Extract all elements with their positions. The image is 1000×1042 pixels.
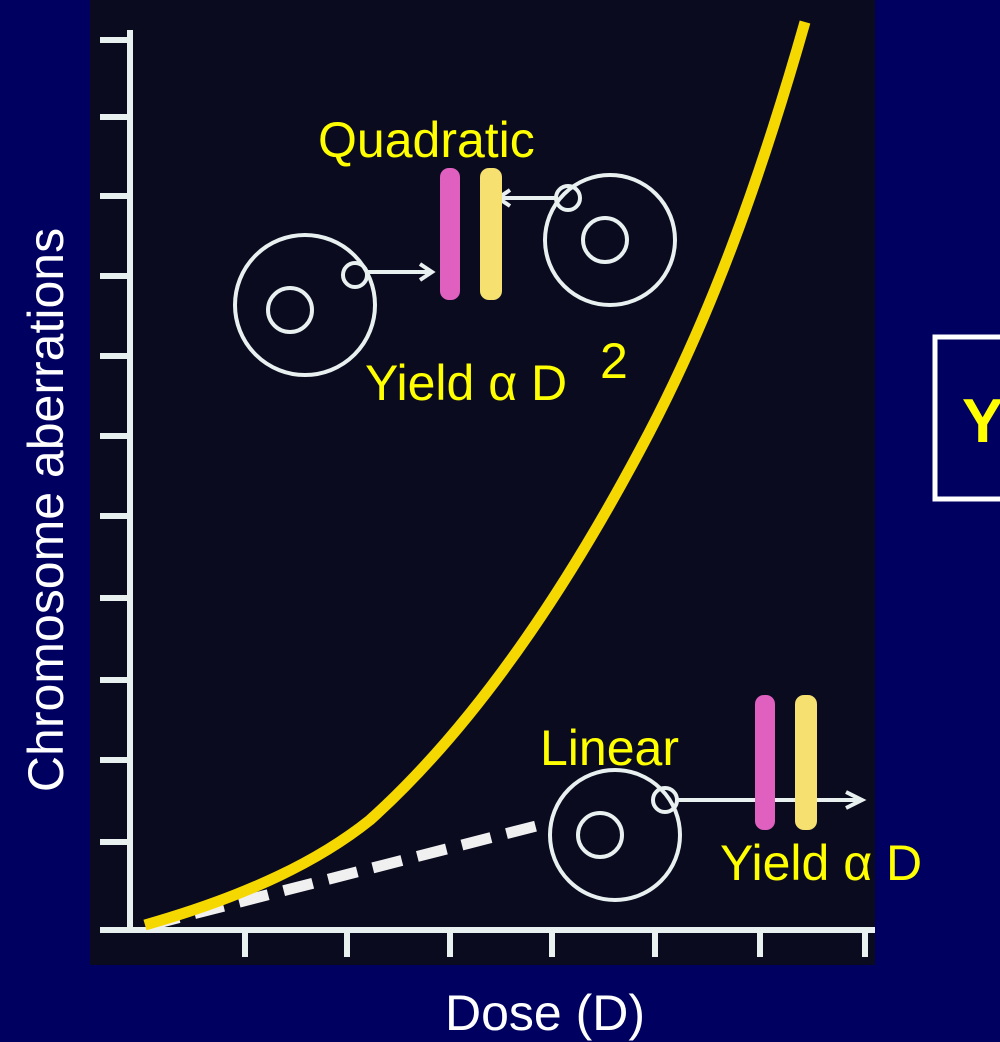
box-text: Y	[962, 387, 1000, 456]
atoms	[233, 173, 867, 902]
linear-curve	[148, 819, 542, 931]
x-ticks	[242, 930, 868, 957]
x-axis-label: Dose (D)	[445, 985, 645, 1041]
y-axis-label: Chromosome aberrations	[18, 228, 74, 792]
chromosomes	[440, 168, 817, 830]
quadratic-curve	[143, 20, 811, 931]
linear-yield: Yield α D	[720, 835, 922, 891]
quadratic-exponent: 2	[600, 333, 628, 389]
plot-panel	[90, 0, 875, 965]
y-ticks	[100, 37, 130, 845]
quadratic-yield: Yield α D	[365, 355, 567, 411]
linear-label: Linear	[540, 720, 679, 776]
box	[932, 334, 1000, 502]
axes	[100, 30, 875, 957]
quadratic-label: Quadratic	[318, 112, 535, 168]
